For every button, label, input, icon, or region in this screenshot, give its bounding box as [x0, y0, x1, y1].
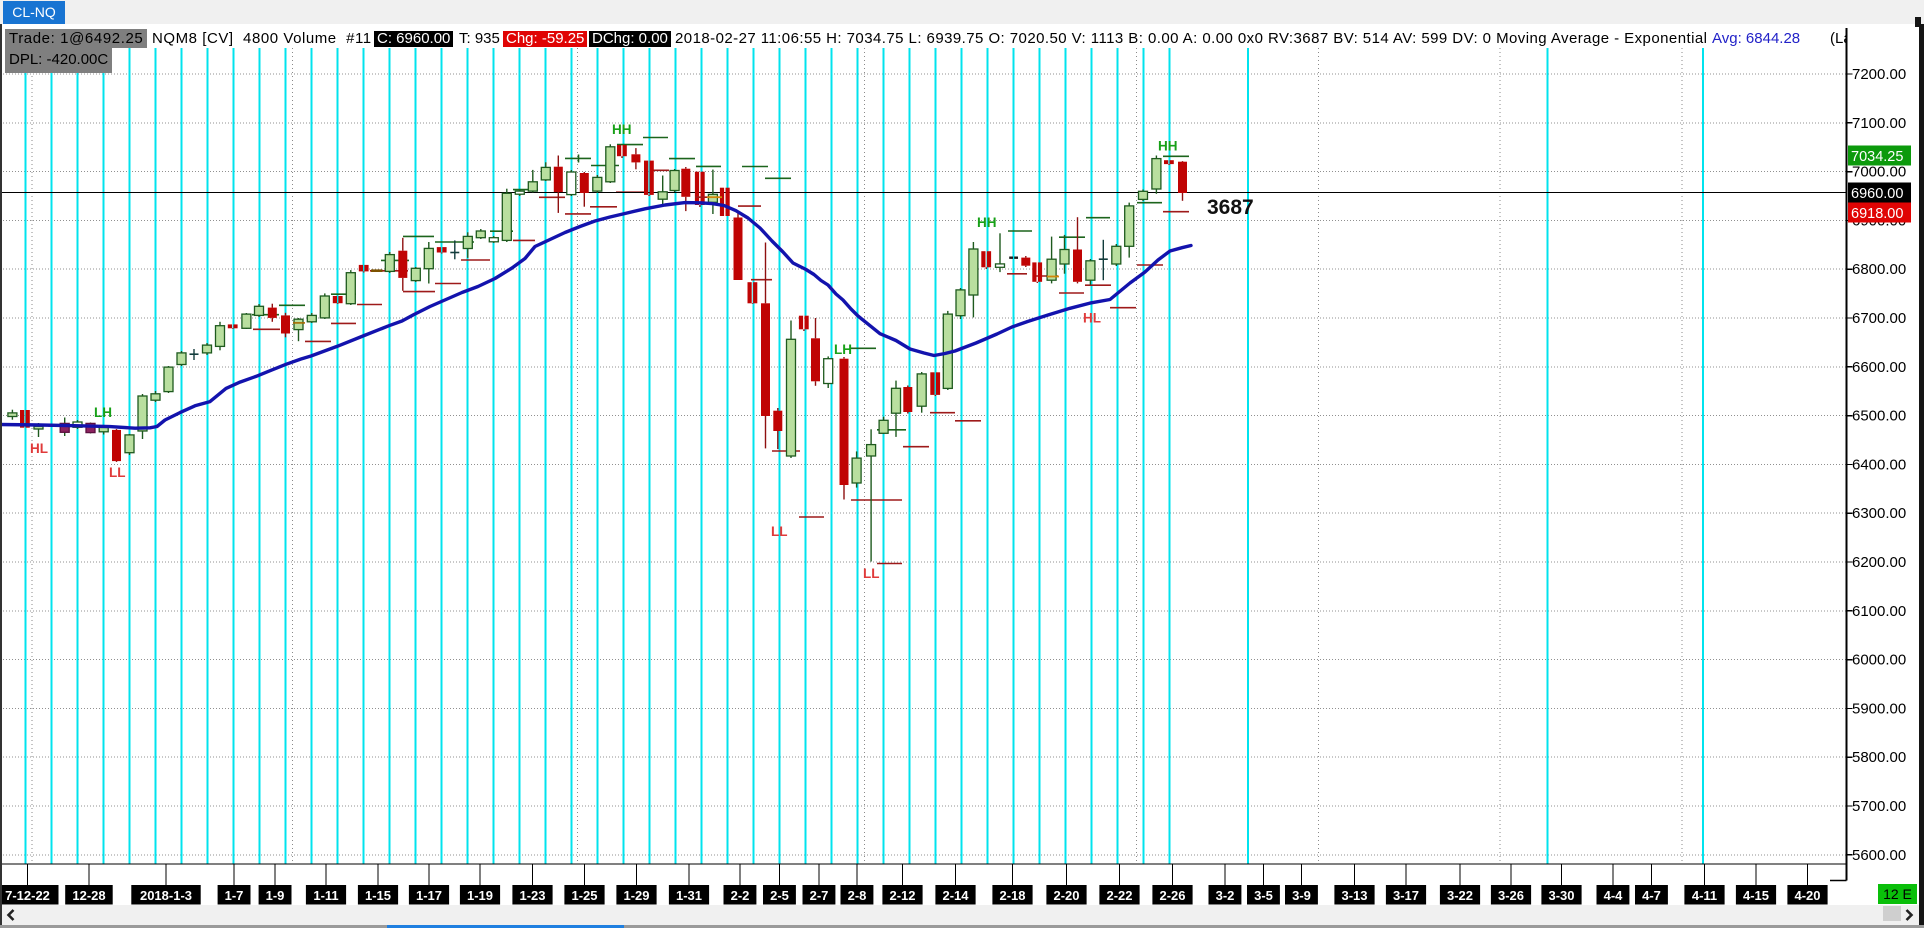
svg-text:6000.00: 6000.00 — [1852, 652, 1906, 669]
svg-text:6200.00: 6200.00 — [1852, 554, 1906, 571]
svg-text:3-26: 3-26 — [1498, 888, 1524, 903]
svg-text:LL: LL — [109, 465, 126, 480]
svg-text:3-22: 3-22 — [1447, 888, 1473, 903]
svg-text:1-9: 1-9 — [266, 888, 285, 903]
svg-text:LL: LL — [863, 566, 880, 581]
svg-text:2-14: 2-14 — [942, 888, 969, 903]
svg-text:6800.00: 6800.00 — [1852, 261, 1906, 278]
svg-text:1-25: 1-25 — [571, 888, 597, 903]
svg-text:LH: LH — [94, 405, 112, 420]
svg-text:6918.00: 6918.00 — [1851, 206, 1903, 222]
svg-text:3-5: 3-5 — [1254, 888, 1273, 903]
svg-text:7100.00: 7100.00 — [1852, 115, 1906, 132]
svg-text:HH: HH — [612, 122, 632, 137]
svg-text:3-9: 3-9 — [1292, 888, 1311, 903]
svg-text:4-20: 4-20 — [1794, 888, 1820, 903]
svg-text:3-13: 3-13 — [1341, 888, 1367, 903]
svg-text:HH: HH — [977, 215, 997, 230]
svg-text:3-17: 3-17 — [1393, 888, 1419, 903]
svg-text:6100.00: 6100.00 — [1852, 603, 1906, 620]
svg-text:2-18: 2-18 — [999, 888, 1025, 903]
svg-text:2-5: 2-5 — [770, 888, 789, 903]
svg-text:4-4: 4-4 — [1604, 888, 1624, 903]
svg-text:2-26: 2-26 — [1159, 888, 1185, 903]
svg-text:5700.00: 5700.00 — [1852, 798, 1906, 815]
svg-text:7-12-22: 7-12-22 — [5, 888, 50, 903]
svg-text:1-19: 1-19 — [467, 888, 493, 903]
svg-text:2-22: 2-22 — [1106, 888, 1132, 903]
svg-text:6500.00: 6500.00 — [1852, 408, 1906, 425]
svg-text:7034.25: 7034.25 — [1851, 149, 1903, 165]
svg-text:6300.00: 6300.00 — [1852, 505, 1906, 522]
svg-text:2-7: 2-7 — [810, 888, 829, 903]
svg-text:6700.00: 6700.00 — [1852, 310, 1906, 327]
svg-text:2018-1-3: 2018-1-3 — [140, 888, 192, 903]
svg-text:2-12: 2-12 — [889, 888, 915, 903]
svg-text:7000.00: 7000.00 — [1852, 164, 1906, 181]
svg-text:1-17: 1-17 — [416, 888, 442, 903]
svg-text:12-28: 12-28 — [72, 888, 105, 903]
svg-text:7200.00: 7200.00 — [1852, 66, 1906, 83]
svg-text:HL: HL — [30, 441, 48, 456]
svg-text:4-7: 4-7 — [1642, 888, 1661, 903]
svg-text:5900.00: 5900.00 — [1852, 700, 1906, 717]
svg-text:LL: LL — [771, 524, 788, 539]
svg-text:6400.00: 6400.00 — [1852, 456, 1906, 473]
svg-text:3687: 3687 — [1207, 196, 1254, 219]
svg-text:1-15: 1-15 — [365, 888, 391, 903]
svg-text:5600.00: 5600.00 — [1852, 847, 1906, 864]
svg-text:3-2: 3-2 — [1216, 888, 1235, 903]
svg-text:3-30: 3-30 — [1548, 888, 1574, 903]
svg-text:6960.00: 6960.00 — [1851, 186, 1903, 202]
svg-text:1-11: 1-11 — [313, 888, 338, 903]
svg-text:HH: HH — [1158, 139, 1178, 154]
svg-text:1-23: 1-23 — [519, 888, 545, 903]
svg-text:2-2: 2-2 — [731, 888, 750, 903]
svg-text:4-11: 4-11 — [1692, 888, 1717, 903]
svg-text:HL: HL — [1083, 311, 1101, 326]
svg-text:1-31: 1-31 — [676, 888, 702, 903]
svg-text:LH: LH — [834, 342, 852, 357]
svg-text:1-7: 1-7 — [225, 888, 244, 903]
svg-text:2-20: 2-20 — [1053, 888, 1079, 903]
svg-text:5800.00: 5800.00 — [1852, 749, 1906, 766]
svg-text:1-29: 1-29 — [623, 888, 649, 903]
svg-text:2-8: 2-8 — [848, 888, 867, 903]
svg-text:6600.00: 6600.00 — [1852, 359, 1906, 376]
svg-text:4-15: 4-15 — [1743, 888, 1769, 903]
